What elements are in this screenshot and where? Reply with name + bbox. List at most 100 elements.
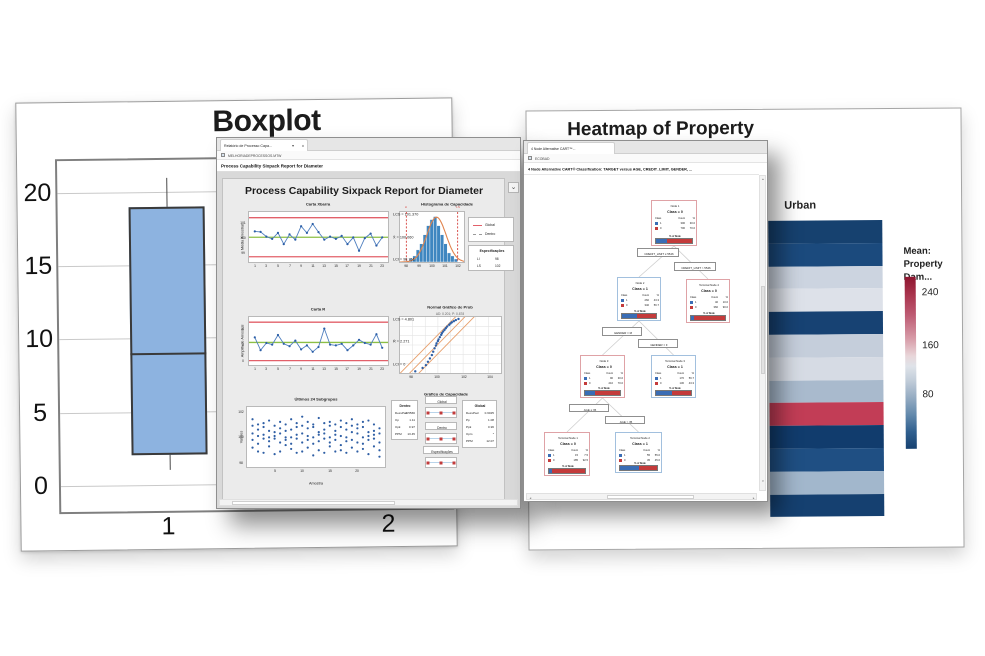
tree-node-n3[interactable]: Node 3 Class = 0 Class Count% 1 90 30.0 0 210 70.… [580,355,625,398]
x-tick-label: 9 [300,264,303,268]
heatmap-cell [769,379,884,404]
y-tick-label: 0 [33,471,49,500]
tab-cart[interactable]: 4 Node Alternative CART™... [527,142,615,154]
node-name: Terminal Node 4 [699,283,719,286]
last24-chart [246,406,386,468]
stat-name: DesvPad [395,411,408,415]
x-tick-label: 13 [322,264,327,268]
y-tick-label: 101 [240,221,246,225]
node-col-header: Class [655,216,662,220]
worksheet-row: ECOBAD [524,154,767,163]
tree-node-t4[interactable]: Terminal Node 4 Class = 0 Class Count% 1 40 10… [686,279,730,323]
worksheet-icon [528,156,532,160]
class-count: 55 [646,453,650,457]
class-swatch [621,303,624,307]
sixpack-window[interactable]: Relatório de Processo Capa... ▾ × MELHOR… [216,137,521,509]
scrollbar-thumb[interactable] [760,285,765,374]
stat-name: PPM [395,432,402,436]
class-count: 185 [573,458,578,462]
split-rule: AGE > 35 [605,416,645,424]
interval-label-text: Dentro [437,425,447,430]
tree-node-n2[interactable]: Node 2 Class = 1 Class Count% 1 260 43.3 0 340 56… [617,277,661,321]
scrollbar-thumb[interactable] [607,494,695,499]
class-value: 0 [588,381,591,385]
scroll-left-icon[interactable]: ◄ [529,496,532,499]
node-class: Class = 0 [667,209,683,214]
class-count: 700 [680,226,685,230]
class-percent: 70.0 [689,226,695,230]
heatmap-cell [769,356,884,381]
x-tick-label: 9 [300,367,303,371]
vertical-scrollbar[interactable]: ▲ ▼ [759,175,766,491]
spec-limit-label: LI [405,205,408,209]
tab-relatorio[interactable]: Relatório de Processo Capa... ▾ × [220,139,308,151]
tree-node-t3[interactable]: Terminal Node 3 Class = 1 Class Count% 1 170 5… [651,355,696,398]
heatmap-cell [768,288,883,313]
legend-tick: 160 [922,340,939,352]
interval-label: Especificações [423,446,459,454]
split-rule: GENDER = F [638,339,678,348]
node-caption: % of Node [597,386,610,389]
tree-node-n1[interactable]: Node 1 Class = 0 Class Count% 1 300 30.0 0 700 70… [651,200,697,246]
spec-li-value: 98 [495,257,499,261]
stat-name: Pp [466,418,470,422]
horizontal-scrollbar[interactable]: ◄ ► [526,493,757,500]
class-percent: 90.0 [722,305,728,309]
node-col-header: Class [621,293,628,297]
tree-node-t1[interactable]: Terminal Node 1 Class = 0 Class Count% 1 15 7.… [544,432,590,476]
scroll-down-icon[interactable]: ▼ [761,479,765,483]
box [128,206,208,456]
stat-value: 0.97 [409,425,415,429]
split-rule-text: AGE > 35 [619,419,633,424]
cart-window[interactable]: 4 Node Alternative CART™... ECOBAD 4 Nod… [523,140,768,502]
prob-chart-title: Normal Gráfico de Prob [427,304,473,310]
class-percent: 45.0 [654,458,660,462]
close-icon[interactable]: × [301,143,305,149]
stat-value: 1.11 [409,418,415,422]
last24-chart-title: Últimos 24 Subgrupos [294,396,338,402]
node-col-header: % [725,295,728,299]
node-name: Node 2 [635,281,645,284]
y-tick-label: 100 [238,435,244,440]
stats-box-title: Dentro [398,404,411,408]
x-tick-label: 7 [288,264,291,268]
legend-global-label: Global [485,223,495,227]
node-caption: % of Node [669,234,681,237]
legend-tick: 80 [922,389,934,401]
tree-node-t2[interactable]: Terminal Node 2 Class = 1 Class Count% 1 55 55… [615,432,662,473]
class-percent: 56.7 [653,303,659,307]
boxplot-title: Boxplot [212,103,321,139]
split-rule: CREDIT_LIMIT > 5546 [674,262,716,271]
class-value: 1 [694,300,697,304]
collapse-button[interactable]: ⌄ [508,182,519,193]
x-tick-label: 23 [380,367,385,371]
x-tick-label: 10 [300,469,304,473]
class-distribution-bar [655,390,692,396]
worksheet-icon [221,153,225,157]
class-percent: 43.3 [653,298,659,302]
scroll-up-icon[interactable]: ▲ [761,177,765,181]
scrollbar-thumb[interactable] [231,500,396,505]
x-tick-label: 15 [334,264,338,268]
node-col-header: Count [642,293,649,297]
scroll-right-icon[interactable]: ► [752,496,755,499]
class-percent: 70.0 [617,381,623,385]
xbar-mean-label: X̄ = 100.060 [393,234,414,239]
interval-plot [425,407,457,418]
node-col-header: % [585,448,588,452]
class-value: 0 [659,226,662,230]
stats-box-title: Global [474,404,485,408]
split-rule-text: AGE ≤ 35 [583,407,597,412]
x-tick-label: 1 [253,264,256,268]
stat-name: Ppk [466,425,472,429]
node-col-header: % [620,371,623,375]
x-tick-label: 23 [380,264,385,268]
chevron-down-icon[interactable]: ▾ [291,143,295,149]
class-count: 90 [609,376,613,380]
class-value: 1 [625,298,628,302]
horizontal-scrollbar[interactable] [219,499,518,506]
stat-name: Cp [395,418,399,422]
class-value: 1 [659,376,662,380]
class-value: 0 [694,305,697,309]
node-col-header: Count [711,295,718,299]
